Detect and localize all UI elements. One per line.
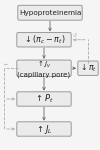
Text: $\downarrow (\pi_c - \pi_t)$: $\downarrow (\pi_c - \pi_t)$ — [23, 33, 65, 46]
FancyBboxPatch shape — [78, 61, 98, 75]
Text: Hypoproteinemia: Hypoproteinemia — [19, 10, 81, 16]
Text: $\leftarrow$: $\leftarrow$ — [3, 62, 9, 68]
FancyBboxPatch shape — [17, 122, 71, 136]
Text: $\downarrow \pi_t$: $\downarrow \pi_t$ — [79, 63, 97, 74]
Text: $\uparrow J_L$: $\uparrow J_L$ — [35, 123, 53, 135]
Text: $\uparrow P_t$: $\uparrow P_t$ — [34, 93, 54, 105]
FancyBboxPatch shape — [17, 33, 71, 47]
FancyBboxPatch shape — [17, 60, 71, 76]
Text: $\uparrow J_v$
(capillary pore): $\uparrow J_v$ (capillary pore) — [17, 59, 71, 78]
Text: $\circlearrowleft$: $\circlearrowleft$ — [72, 32, 79, 39]
FancyBboxPatch shape — [17, 92, 71, 106]
FancyBboxPatch shape — [18, 5, 82, 20]
